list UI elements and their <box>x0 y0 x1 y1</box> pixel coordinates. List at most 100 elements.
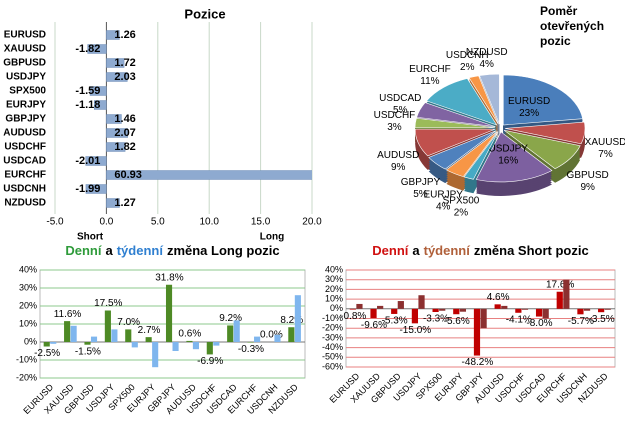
y-tick-label: -40% <box>322 342 343 352</box>
bar <box>106 114 122 124</box>
slice-label: GBPJPY <box>401 177 441 188</box>
bar <box>356 303 363 309</box>
bar <box>247 342 254 343</box>
slice-value-label: 7% <box>598 149 613 160</box>
y-tick-label: 30% <box>19 282 37 292</box>
y-tick-label: 0% <box>24 336 37 346</box>
category-label: USDCAD <box>3 156 46 167</box>
bar <box>227 325 234 342</box>
slice <box>479 73 500 125</box>
bar <box>111 329 118 342</box>
bar <box>43 342 50 347</box>
bar <box>459 308 467 312</box>
value-label: -6.9% <box>197 356 223 367</box>
bar <box>432 308 439 313</box>
value-label: -9.6% <box>361 320 387 331</box>
x-tick-label: 0.0 <box>99 217 113 228</box>
bar <box>64 321 71 342</box>
category-label: XAUUSD <box>4 44 46 55</box>
category-label: USDCNH <box>3 184 46 195</box>
value-label: 11.6% <box>54 309 82 320</box>
value-label: 9.2% <box>219 313 242 324</box>
value-label: 1.46 <box>114 113 135 125</box>
bar <box>391 308 398 314</box>
slice <box>445 131 498 177</box>
slice-value-label: 4% <box>479 59 494 70</box>
value-label: 31.8% <box>155 272 183 283</box>
title-part: Denní <box>65 243 102 258</box>
category-label: USDJPY <box>6 72 46 83</box>
bar <box>521 308 529 310</box>
value-label: -1.18 <box>75 99 100 111</box>
value-label: 0.6% <box>178 329 201 340</box>
bar <box>254 336 261 342</box>
slice-value-label: 2% <box>460 62 475 73</box>
value-label: -1.5% <box>75 346 101 357</box>
title-part: a <box>412 243 420 258</box>
slice-label: EURUSD <box>508 96 550 107</box>
bar <box>453 308 460 315</box>
slice-label: GBPUSD <box>567 170 609 181</box>
annotation: Long <box>260 232 284 243</box>
value-label: -0.3% <box>238 344 264 355</box>
bar <box>213 342 220 346</box>
pie-title: Poměr otevřených pozic <box>540 4 605 48</box>
bar <box>106 30 120 40</box>
slice-value-label: 2% <box>454 208 469 219</box>
x-tick-label: 5.0 <box>151 217 165 228</box>
bar <box>50 342 57 344</box>
title-part: týdenní <box>117 243 164 258</box>
x-tick-label: -5.0 <box>46 217 64 228</box>
bar <box>89 86 107 96</box>
category-label: GBPUSD <box>3 58 46 69</box>
bar <box>186 340 193 342</box>
value-label: 4.6% <box>487 292 510 303</box>
bar <box>145 337 152 342</box>
value-label: -15.0% <box>399 325 431 336</box>
bar <box>480 308 487 329</box>
title-part: změna Long pozic <box>167 243 280 258</box>
slice-value-label: 5% <box>413 189 428 200</box>
bar <box>106 72 128 82</box>
slice-label: SPX500 <box>443 196 480 207</box>
y-tick-label: 20% <box>19 300 37 310</box>
y-tick-label: -10% <box>322 313 343 323</box>
value-label: 1.26 <box>114 29 135 41</box>
bar <box>397 301 404 309</box>
slice <box>503 74 584 126</box>
bar <box>563 279 570 309</box>
bar <box>294 295 301 342</box>
bar <box>85 156 107 166</box>
value-label: 17.5% <box>94 298 122 309</box>
bar <box>172 342 179 351</box>
value-label: 1.72 <box>114 57 135 69</box>
bar <box>85 184 107 194</box>
slice-label: EURCHF <box>409 64 451 75</box>
title-part: Denní <box>372 243 409 258</box>
chart-title: Denní a týdenní změna Long pozic <box>65 243 279 258</box>
y-tick-label: 40% <box>325 264 343 274</box>
bar <box>125 329 132 342</box>
y-tick-label: -50% <box>322 352 343 362</box>
bar <box>577 308 584 315</box>
bar <box>131 342 138 348</box>
chart-title: Pozice <box>184 6 225 21</box>
title-part: týdenní <box>424 243 471 258</box>
slice <box>504 121 586 145</box>
value-label: 17.6% <box>546 279 574 290</box>
y-tick-label: 10% <box>325 293 343 303</box>
value-label: -4.1% <box>506 314 532 325</box>
value-label: 60.93 <box>114 169 142 181</box>
bar <box>106 58 125 68</box>
slice <box>503 129 581 170</box>
bar <box>106 128 128 138</box>
slice-label: NZDUSD <box>466 47 508 58</box>
slice-value-label: 11% <box>420 76 439 87</box>
value-label: -1.82 <box>75 43 100 55</box>
bar <box>515 308 522 313</box>
value-label: -2.01 <box>75 155 100 167</box>
bar <box>556 291 563 309</box>
bar <box>501 305 508 309</box>
